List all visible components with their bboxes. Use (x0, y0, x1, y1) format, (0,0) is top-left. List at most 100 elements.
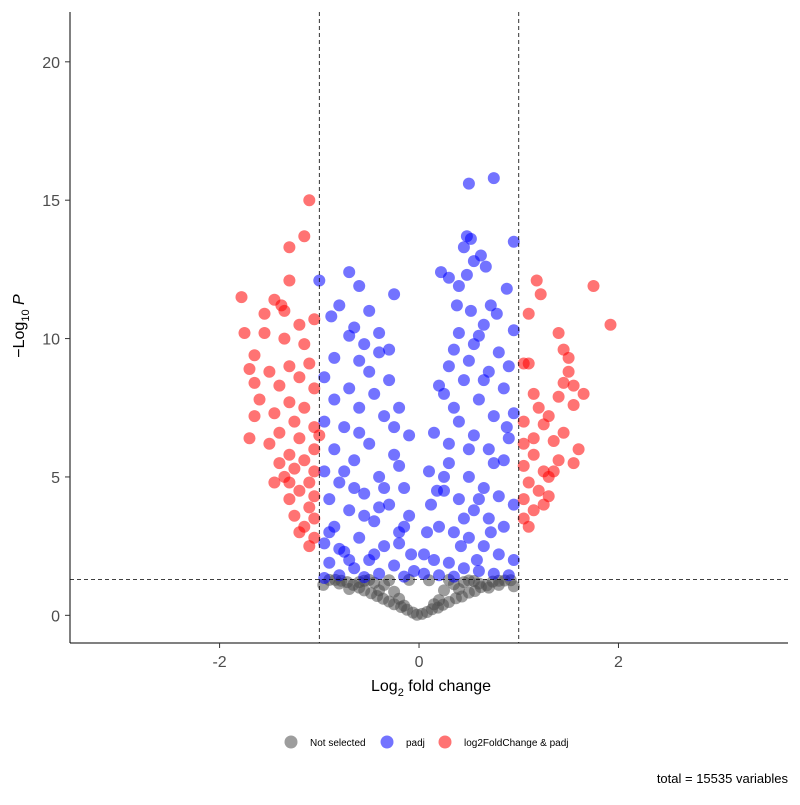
data-point (557, 426, 570, 439)
data-point (353, 401, 366, 414)
data-point (452, 493, 465, 506)
data-point (450, 299, 463, 312)
data-point (373, 567, 386, 580)
data-point (418, 567, 430, 580)
data-point (308, 512, 321, 525)
data-point (484, 299, 497, 312)
data-point (343, 329, 356, 342)
data-point (373, 327, 386, 339)
data-point (502, 569, 515, 582)
data-point (388, 288, 401, 301)
data-point (482, 581, 495, 594)
data-point (527, 448, 540, 461)
data-point (283, 274, 296, 287)
data-point (502, 432, 515, 445)
data-point (457, 374, 470, 387)
data-point (353, 354, 366, 367)
data-point (333, 476, 346, 489)
legend-item: log2FoldChange & padj (438, 735, 569, 749)
data-point (273, 457, 286, 470)
data-point (328, 351, 341, 364)
data-point (462, 443, 475, 456)
data-point (552, 454, 565, 467)
data-point (442, 437, 455, 450)
data-point (537, 418, 550, 431)
data-point (492, 490, 505, 503)
data-point (477, 540, 490, 553)
data-point (343, 583, 356, 595)
y-ticks: 0 5 10 15 20 (42, 55, 70, 625)
y-tick-label: 15 (42, 193, 60, 210)
data-point (447, 570, 460, 583)
data-point (472, 329, 485, 342)
legend-swatch (438, 735, 452, 749)
data-point (477, 374, 490, 387)
data-point (408, 565, 420, 577)
data-point (318, 537, 331, 550)
data-point (398, 482, 411, 494)
data-point (358, 338, 371, 351)
data-point (482, 443, 495, 456)
x-axis-title: Log2 fold change (371, 678, 491, 699)
data-point (500, 282, 513, 295)
data-point (490, 307, 503, 320)
data-point (258, 307, 271, 320)
data-point (303, 194, 316, 207)
data-point (435, 266, 447, 279)
data-point (467, 429, 480, 442)
data-point (462, 354, 475, 367)
data-point (507, 324, 520, 337)
data-point (487, 172, 500, 185)
data-point (482, 512, 495, 525)
data-point (238, 327, 251, 339)
data-point (268, 476, 281, 489)
data-point (428, 598, 440, 611)
data-point (298, 230, 311, 243)
data-point (298, 454, 311, 467)
data-point (527, 432, 540, 445)
data-point (398, 599, 411, 612)
x-tick-label: -2 (212, 654, 226, 671)
data-point (343, 266, 356, 279)
data-point (587, 280, 600, 292)
x-ticks: -2 0 2 (212, 643, 623, 671)
series-0 (317, 573, 520, 621)
data-point (454, 540, 467, 553)
data-point (293, 526, 306, 539)
data-point (243, 363, 256, 375)
data-point (507, 498, 520, 511)
data-point (288, 415, 301, 428)
data-point (532, 401, 545, 414)
data-point (293, 484, 306, 497)
data-point (333, 542, 346, 555)
data-point (433, 520, 445, 533)
data-point (547, 465, 560, 478)
data-point (283, 360, 296, 373)
data-point (479, 260, 492, 273)
data-point (343, 504, 356, 517)
legend-swatch (284, 735, 298, 749)
data-point (388, 421, 401, 434)
data-point (477, 318, 490, 331)
data-point (323, 493, 336, 506)
data-point (403, 429, 416, 442)
data-point (507, 235, 520, 248)
data-point (421, 526, 433, 539)
legend: Not selected padj log2FoldChange & padj (284, 735, 569, 749)
data-point (442, 360, 455, 373)
data-point (288, 462, 301, 475)
y-tick-label: 0 (51, 608, 60, 625)
data-point (532, 484, 545, 497)
data-point (527, 504, 540, 517)
data-point (562, 365, 575, 378)
data-point (308, 490, 321, 503)
data-point (557, 376, 570, 389)
data-point (497, 454, 510, 467)
data-point (517, 437, 530, 450)
data-point (447, 526, 460, 539)
data-point (283, 241, 296, 254)
data-point (263, 437, 276, 450)
data-point (278, 332, 291, 345)
data-point (358, 571, 371, 584)
